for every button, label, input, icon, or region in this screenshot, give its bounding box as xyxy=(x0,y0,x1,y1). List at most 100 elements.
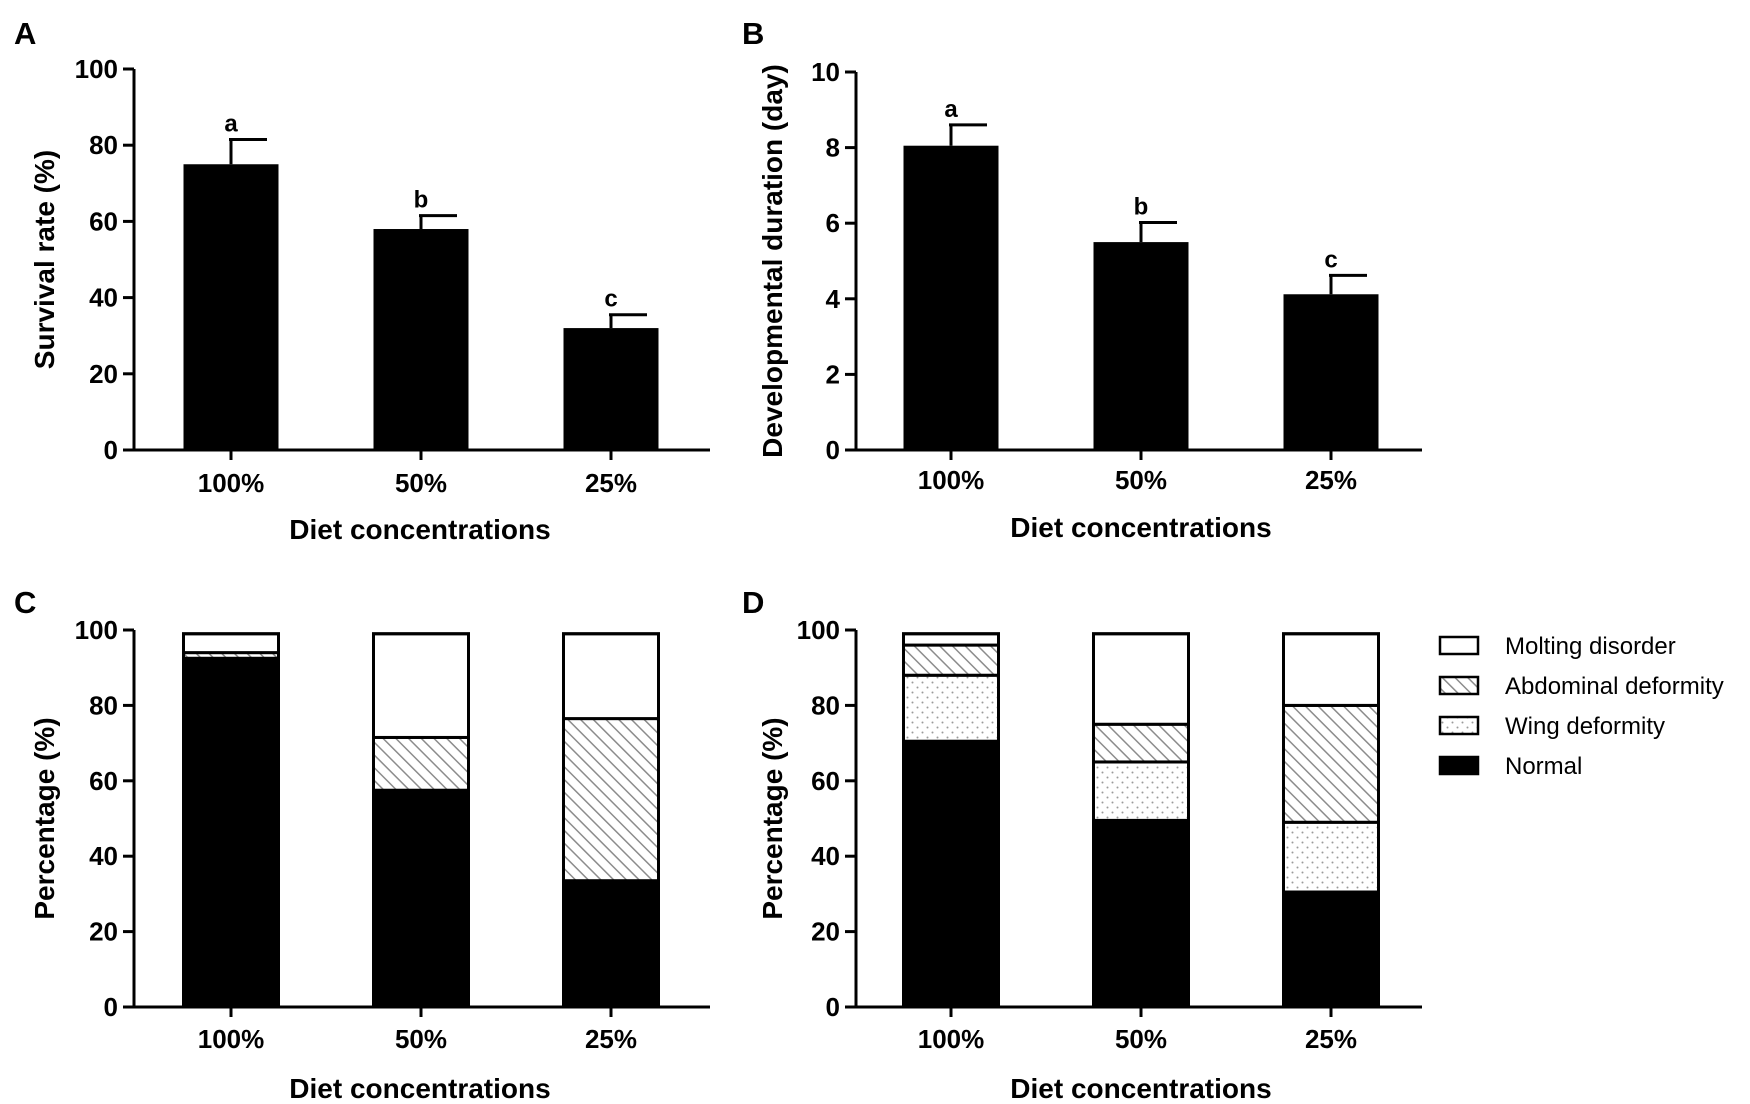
legend-swatch-molting xyxy=(1438,635,1480,656)
panel-d-percentage-chart: 0 20 40 60 80 100 100% 50% 25% Diet concentration… xyxy=(757,615,1422,1104)
sig-label-a-2: c xyxy=(604,286,617,313)
segment-c-abdominal-2 xyxy=(562,717,660,883)
y-tick-label-b-2: 4 xyxy=(826,284,841,314)
segment-d-abdominal-1 xyxy=(1092,722,1190,764)
legend-label-abdominal: Abdominal deformity xyxy=(1505,673,1724,700)
y-tick-label-c-1: 20 xyxy=(89,917,118,947)
y-tick-label-a-5: 100 xyxy=(75,54,118,84)
x-tick-label-d-0: 100% xyxy=(918,1024,985,1054)
y-tick-label-d-0: 0 xyxy=(826,992,840,1022)
y-tick-label-c-5: 100 xyxy=(75,615,118,645)
x-tick-label-d-1: 50% xyxy=(1115,1024,1167,1054)
legend-swatch-normal xyxy=(1438,755,1480,776)
legend-label-wing: Wing deformity xyxy=(1505,713,1665,740)
y-tick-label-a-1: 20 xyxy=(89,359,118,389)
segment-c-molting-1 xyxy=(372,632,470,739)
panel-b-duration-chart: 0 2 4 6 8 10 100% 50% 25% Diet concentrations Deve… xyxy=(757,57,1422,543)
y-axis-title-a: Survival rate (%) xyxy=(29,150,60,369)
segment-d-wing-1 xyxy=(1092,760,1190,822)
panel-c-percentage-chart: 0 20 40 60 80 100 100% 50% 25% Diet concentration… xyxy=(29,615,710,1104)
stack-outline-c-0 xyxy=(182,632,280,1009)
y-tick-label-a-0: 0 xyxy=(104,435,118,465)
y-tick-label-d-2: 40 xyxy=(811,841,840,871)
legend: Molting disorder Abdominal deformity Wing … xyxy=(1438,633,1724,780)
y-tick-label-d-1: 20 xyxy=(811,917,840,947)
stack-outline-c-1 xyxy=(372,632,470,1009)
stack-outline-d-0 xyxy=(902,632,1000,1009)
segment-c-normal-1 xyxy=(373,790,469,1007)
x-tick-label-c-2: 25% xyxy=(585,1024,637,1054)
panel-a-survival-chart: 0 20 40 60 80 100 100% 50% 25% Diet concentration… xyxy=(29,54,710,545)
x-tick-label-d-2: 25% xyxy=(1305,1024,1357,1054)
x-tick-label-a-1: 50% xyxy=(395,468,447,498)
x-axis-title-b: Diet concentrations xyxy=(1010,512,1271,543)
y-axis-title-c: Percentage (%) xyxy=(29,717,60,919)
panel-label-c: C xyxy=(14,585,36,620)
sig-label-a-0: a xyxy=(224,110,238,137)
bar-a-0 xyxy=(183,164,279,450)
legend-swatch-wing xyxy=(1438,715,1480,736)
segment-d-molting-0 xyxy=(902,632,1000,647)
y-axis-title-b: Developmental duration (day) xyxy=(757,64,788,458)
x-axis-title-d: Diet concentrations xyxy=(1010,1073,1271,1104)
segment-c-abdominal-1 xyxy=(372,735,470,792)
bar-a-1 xyxy=(373,229,469,450)
y-axis-title-d: Percentage (%) xyxy=(757,717,788,919)
y-tick-label-b-1: 2 xyxy=(826,359,840,389)
panel-label-d: D xyxy=(742,585,764,620)
bar-a-2 xyxy=(563,328,659,450)
x-axis-title-a: Diet concentrations xyxy=(289,514,550,545)
sig-label-a-1: b xyxy=(414,187,429,214)
y-tick-label-b-5: 10 xyxy=(811,57,840,87)
segment-d-abdominal-2 xyxy=(1282,703,1380,824)
bar-b-0 xyxy=(903,145,999,450)
segment-d-normal-1 xyxy=(1093,820,1189,1007)
y-tick-label-c-0: 0 xyxy=(104,992,118,1022)
stack-outline-d-2 xyxy=(1282,632,1380,1009)
y-tick-label-d-3: 60 xyxy=(811,766,840,796)
y-tick-label-a-2: 40 xyxy=(89,283,118,313)
sig-label-b-0: a xyxy=(944,96,958,123)
sig-label-b-1: b xyxy=(1134,193,1149,220)
y-tick-label-c-4: 80 xyxy=(89,690,118,720)
x-tick-label-c-0: 100% xyxy=(198,1024,265,1054)
x-tick-label-b-0: 100% xyxy=(918,465,985,495)
y-tick-label-b-4: 8 xyxy=(826,133,840,163)
y-tick-label-a-4: 80 xyxy=(89,130,118,160)
segment-d-normal-0 xyxy=(903,741,999,1007)
segment-d-wing-2 xyxy=(1282,820,1380,894)
x-tick-label-a-0: 100% xyxy=(198,468,265,498)
segment-d-abdominal-0 xyxy=(902,643,1000,677)
x-tick-label-c-1: 50% xyxy=(395,1024,447,1054)
sig-label-b-2: c xyxy=(1324,246,1337,273)
x-tick-label-b-1: 50% xyxy=(1115,465,1167,495)
y-tick-label-a-3: 60 xyxy=(89,206,118,236)
panel-label-b: B xyxy=(742,16,764,51)
legend-swatch-abdominal xyxy=(1438,675,1480,696)
y-tick-label-d-4: 80 xyxy=(811,690,840,720)
y-tick-label-b-3: 6 xyxy=(826,208,840,238)
stack-outline-c-2 xyxy=(562,632,660,1009)
segment-c-normal-2 xyxy=(563,880,659,1007)
segment-d-wing-0 xyxy=(902,673,1000,743)
segment-c-molting-2 xyxy=(562,632,660,721)
bar-b-2 xyxy=(1283,294,1379,450)
legend-label-molting: Molting disorder xyxy=(1505,633,1676,660)
x-tick-label-b-2: 25% xyxy=(1305,465,1357,495)
x-tick-label-a-2: 25% xyxy=(585,468,637,498)
segment-d-normal-2 xyxy=(1283,892,1379,1007)
stack-outline-d-1 xyxy=(1092,632,1190,1009)
y-tick-label-b-0: 0 xyxy=(826,435,840,465)
y-tick-label-c-2: 40 xyxy=(89,841,118,871)
panel-label-a: A xyxy=(14,16,36,51)
segment-d-molting-2 xyxy=(1282,632,1380,707)
bar-b-1 xyxy=(1093,242,1189,450)
segment-c-normal-0 xyxy=(183,658,279,1007)
y-tick-label-d-5: 100 xyxy=(797,615,840,645)
legend-label-normal: Normal xyxy=(1505,753,1582,780)
segment-d-molting-1 xyxy=(1092,632,1190,726)
x-axis-title-c: Diet concentrations xyxy=(289,1073,550,1104)
y-tick-label-c-3: 60 xyxy=(89,766,118,796)
segment-c-molting-0 xyxy=(182,632,280,655)
